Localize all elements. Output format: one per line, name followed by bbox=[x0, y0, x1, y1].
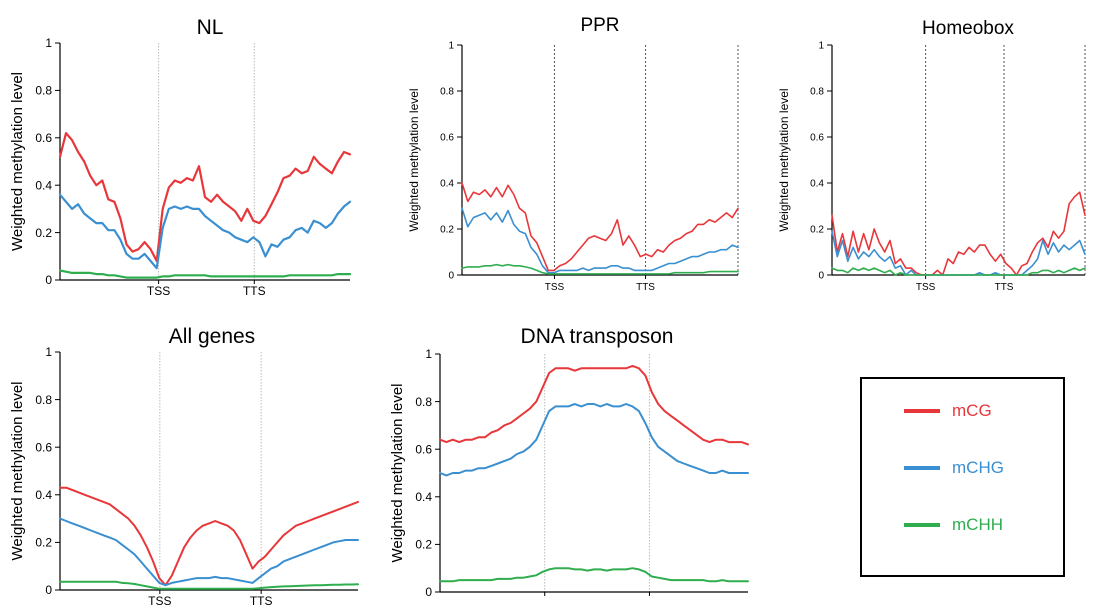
y-tick-label: 0.8 bbox=[810, 87, 824, 98]
series-line-mchg bbox=[461, 207, 739, 274]
y-tick-label: 0 bbox=[45, 583, 52, 597]
y-axis-label: Weighted methylation level bbox=[9, 72, 26, 251]
y-axis-label: Weighted methylation level bbox=[777, 88, 791, 231]
y-tick-label: 0 bbox=[818, 271, 824, 282]
y-tick-label: 0.4 bbox=[35, 488, 52, 502]
series-line-mcg bbox=[831, 191, 1086, 276]
y-tick-label: 0.8 bbox=[440, 87, 454, 98]
series-line-mchh bbox=[439, 567, 749, 583]
legend-label-mchh: mCHH bbox=[952, 515, 1003, 534]
legend-swatch-mchg bbox=[904, 466, 940, 470]
y-axis-label: Weighted methylation level bbox=[9, 382, 26, 561]
series-line-mcg bbox=[439, 364, 749, 446]
y-axis-label: Weighted methylation level bbox=[407, 88, 421, 231]
series-line-mchh bbox=[58, 269, 352, 279]
legend-label-mcg: mCG bbox=[952, 401, 992, 420]
y-tick-label: 0.6 bbox=[35, 131, 52, 145]
x-tick-label-tts: TTS bbox=[250, 594, 273, 608]
legend-item-mcg: mCG bbox=[904, 399, 992, 423]
series-line-mchh bbox=[59, 580, 359, 590]
y-axis-label: Weighted methylation level bbox=[389, 384, 406, 563]
y-tick-label: 0.8 bbox=[35, 393, 52, 407]
series-line-mchh bbox=[461, 263, 739, 275]
y-tick-label: 0.8 bbox=[415, 395, 432, 409]
y-tick-label: 0.2 bbox=[415, 538, 432, 552]
y-tick-label: 0.6 bbox=[415, 442, 432, 456]
series-line-mcg bbox=[58, 132, 352, 263]
x-tick-label-tss: TSS bbox=[148, 594, 171, 608]
x-tick-label-tss: TSS bbox=[916, 282, 936, 293]
y-tick-label: 0.2 bbox=[35, 226, 52, 240]
legend: mCG mCHG mCHH bbox=[860, 377, 1065, 577]
y-tick-label: 0.8 bbox=[35, 84, 52, 98]
x-tick-label-tss: TSS bbox=[147, 284, 170, 298]
legend-swatch-mcg bbox=[904, 409, 940, 413]
x-tick-label-tts: TTS bbox=[243, 284, 266, 298]
y-tick-label: 1 bbox=[45, 345, 52, 359]
series-line-mchg bbox=[59, 517, 359, 587]
y-tick-label: 0.6 bbox=[440, 133, 454, 144]
series-line-mcg bbox=[461, 182, 739, 272]
chart-title: Homeobox bbox=[922, 18, 1014, 39]
y-tick-label: 0.2 bbox=[440, 225, 454, 236]
y-tick-label: 0.4 bbox=[415, 490, 432, 504]
y-tick-label: 0 bbox=[45, 273, 52, 287]
x-tick-label-tts: TTS bbox=[636, 282, 655, 293]
chart-title: DNA transposon bbox=[521, 325, 674, 348]
y-tick-label: 1 bbox=[818, 41, 824, 52]
y-tick-label: 0 bbox=[448, 271, 454, 282]
legend-swatch-mchh bbox=[904, 523, 940, 527]
series-line-mchg bbox=[58, 193, 352, 270]
y-tick-label: 0.4 bbox=[440, 179, 454, 190]
series-line-mchg bbox=[439, 403, 749, 477]
chart-panel-nl: NL Weighted methylation level 0 0.2 0.4 0.6 0.… bbox=[9, 16, 352, 298]
y-tick-label: 0.4 bbox=[810, 179, 824, 190]
x-tick-label-tts: TTS bbox=[995, 282, 1014, 293]
series-line-mchh bbox=[831, 267, 1086, 276]
series-line-mcg bbox=[59, 486, 359, 587]
chart-panel-all-genes: All genes Weighted methylation level 0 0.2 0… bbox=[9, 325, 359, 608]
y-tick-label: 1 bbox=[448, 41, 454, 52]
legend-label-mchg: mCHG bbox=[952, 458, 1004, 477]
x-tick-label-tss: TSS bbox=[545, 282, 565, 293]
y-tick-label: 0.6 bbox=[35, 440, 52, 454]
chart-panel-ppr: PPR Weighted methylation level 0 0.2 0.4 0.6 0… bbox=[407, 15, 739, 293]
y-tick-label: 1 bbox=[425, 347, 432, 361]
chart-title: PPR bbox=[580, 15, 619, 36]
y-tick-label: 0.6 bbox=[810, 133, 824, 144]
y-tick-label: 0.2 bbox=[35, 536, 52, 550]
y-tick-label: 0.4 bbox=[35, 178, 52, 192]
legend-item-mchh: mCHH bbox=[904, 513, 1003, 537]
chart-title: NL bbox=[197, 16, 224, 39]
y-tick-label: 0 bbox=[425, 585, 432, 599]
y-tick-label: 1 bbox=[45, 36, 52, 50]
y-tick-label: 0.2 bbox=[810, 225, 824, 236]
chart-panel-dna-transposon: DNA transposon Weighted methylation level… bbox=[389, 325, 749, 599]
legend-item-mchg: mCHG bbox=[904, 456, 1004, 480]
chart-panel-homeobox: Homeobox Weighted methylation level 0 0.2 0.… bbox=[777, 18, 1086, 293]
chart-title: All genes bbox=[169, 325, 255, 348]
